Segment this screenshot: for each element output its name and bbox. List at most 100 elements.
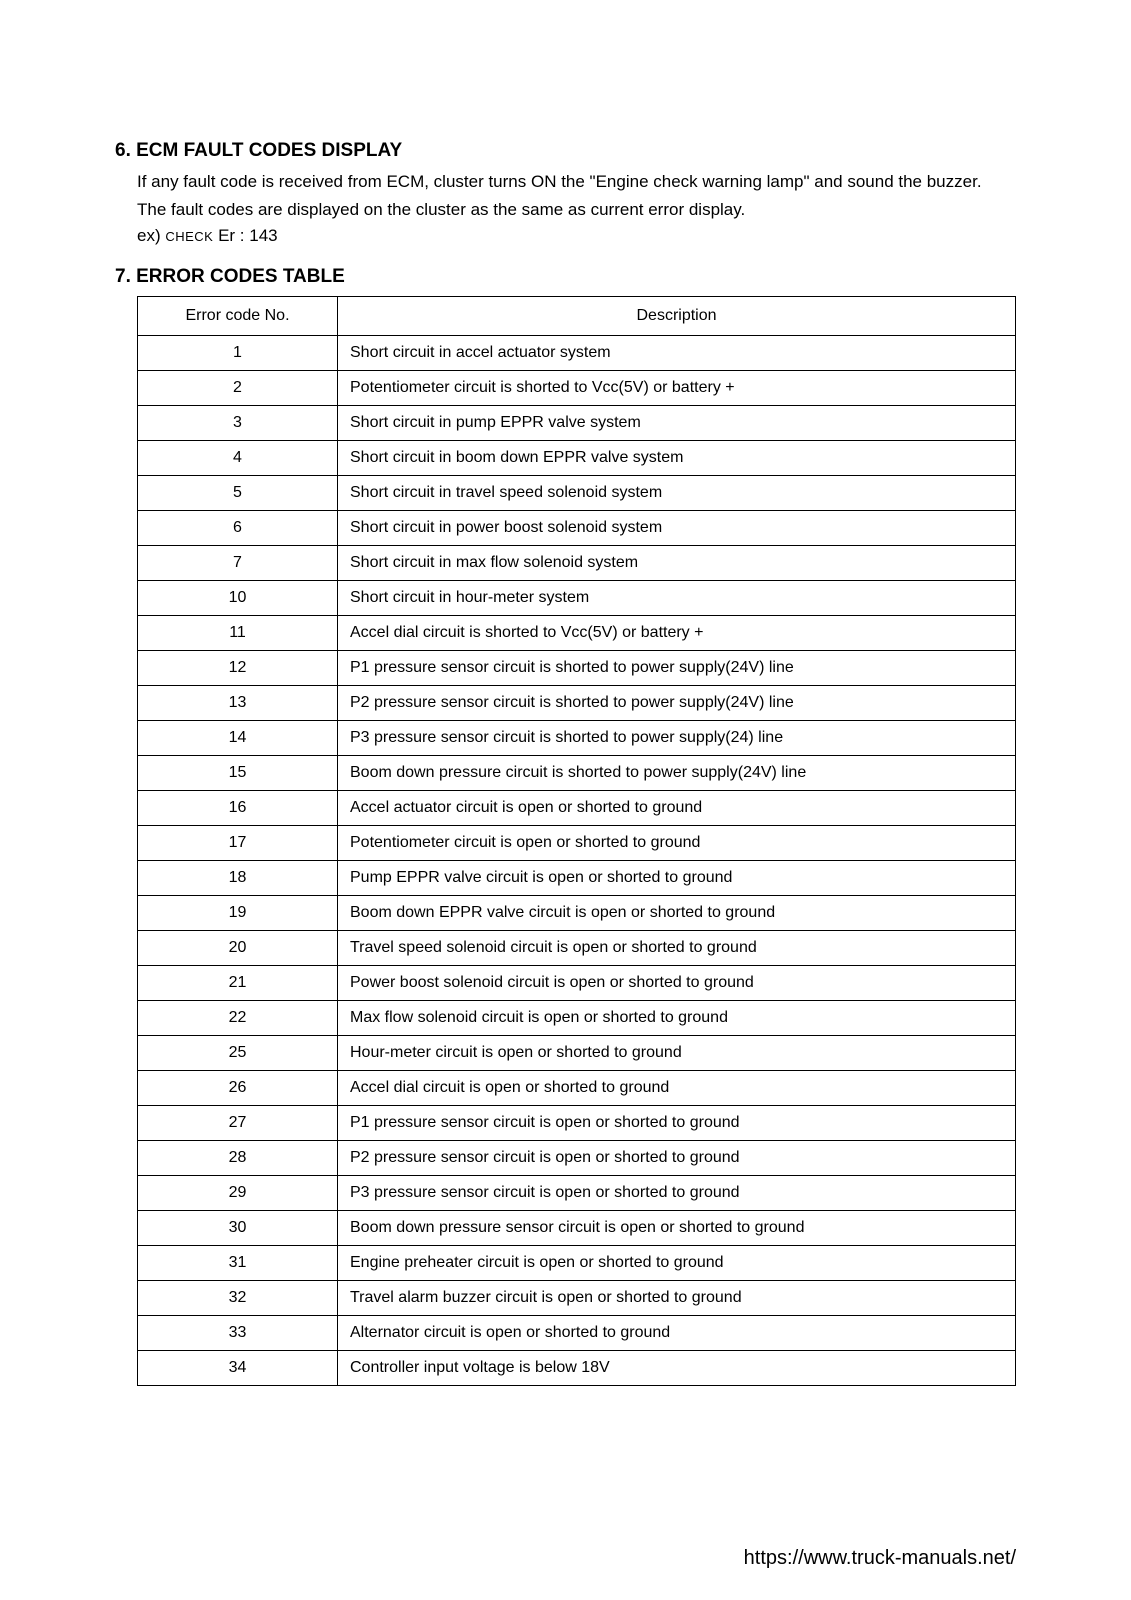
cell-desc: Potentiometer circuit is shorted to Vcc(… (338, 370, 1016, 405)
error-codes-table: Error code No. Description 1Short circui… (137, 296, 1016, 1386)
example-rest: Er : 143 (213, 226, 277, 245)
table-row: 30Boom down pressure sensor circuit is o… (138, 1210, 1016, 1245)
cell-desc: Boom down pressure sensor circuit is ope… (338, 1210, 1016, 1245)
table-row: 13P2 pressure sensor circuit is shorted … (138, 685, 1016, 720)
cell-desc: Travel speed solenoid circuit is open or… (338, 930, 1016, 965)
table-row: 34Controller input voltage is below 18V (138, 1350, 1016, 1385)
table-row: 10Short circuit in hour-meter system (138, 580, 1016, 615)
table-row: 32Travel alarm buzzer circuit is open or… (138, 1280, 1016, 1315)
table-row: 3Short circuit in pump EPPR valve system (138, 405, 1016, 440)
table-row: 12P1 pressure sensor circuit is shorted … (138, 650, 1016, 685)
cell-desc: Short circuit in max flow solenoid syste… (338, 545, 1016, 580)
cell-desc: Accel actuator circuit is open or shorte… (338, 790, 1016, 825)
cell-code: 10 (138, 580, 338, 615)
cell-code: 16 (138, 790, 338, 825)
section-6-example: ex) CHECK Er : 143 (137, 226, 1016, 246)
cell-code: 13 (138, 685, 338, 720)
cell-desc: P3 pressure sensor circuit is open or sh… (338, 1175, 1016, 1210)
section-6: 6. ECM FAULT CODES DISPLAY If any fault … (115, 140, 1016, 246)
table-row: 20Travel speed solenoid circuit is open … (138, 930, 1016, 965)
section-6-heading: 6. ECM FAULT CODES DISPLAY (115, 140, 1016, 162)
table-row: 27P1 pressure sensor circuit is open or … (138, 1105, 1016, 1140)
cell-code: 33 (138, 1315, 338, 1350)
table-row: 14P3 pressure sensor circuit is shorted … (138, 720, 1016, 755)
cell-desc: Short circuit in accel actuator system (338, 335, 1016, 370)
section-7-heading: 7. ERROR CODES TABLE (115, 266, 1016, 288)
cell-code: 28 (138, 1140, 338, 1175)
cell-code: 30 (138, 1210, 338, 1245)
cell-code: 6 (138, 510, 338, 545)
cell-desc: Power boost solenoid circuit is open or … (338, 965, 1016, 1000)
table-row: 6Short circuit in power boost solenoid s… (138, 510, 1016, 545)
cell-desc: Alternator circuit is open or shorted to… (338, 1315, 1016, 1350)
footer-url: https://www.truck-manuals.net/ (744, 1547, 1016, 1570)
section-7: 7. ERROR CODES TABLE Error code No. Desc… (115, 266, 1016, 1386)
cell-code: 14 (138, 720, 338, 755)
cell-code: 25 (138, 1035, 338, 1070)
table-row: 2Potentiometer circuit is shorted to Vcc… (138, 370, 1016, 405)
cell-code: 15 (138, 755, 338, 790)
table-row: 22Max flow solenoid circuit is open or s… (138, 1000, 1016, 1035)
table-row: 18Pump EPPR valve circuit is open or sho… (138, 860, 1016, 895)
table-header-row: Error code No. Description (138, 296, 1016, 335)
table-row: 26Accel dial circuit is open or shorted … (138, 1070, 1016, 1105)
section-6-para2: The fault codes are displayed on the clu… (137, 198, 1016, 222)
cell-code: 12 (138, 650, 338, 685)
table-row: 28P2 pressure sensor circuit is open or … (138, 1140, 1016, 1175)
cell-code: 27 (138, 1105, 338, 1140)
table-row: 25Hour-meter circuit is open or shorted … (138, 1035, 1016, 1070)
cell-code: 1 (138, 335, 338, 370)
section-6-para1: If any fault code is received from ECM, … (137, 170, 1016, 194)
cell-desc: P1 pressure sensor circuit is open or sh… (338, 1105, 1016, 1140)
cell-desc: Short circuit in pump EPPR valve system (338, 405, 1016, 440)
table-row: 31Engine preheater circuit is open or sh… (138, 1245, 1016, 1280)
table-row: 15Boom down pressure circuit is shorted … (138, 755, 1016, 790)
cell-desc: Short circuit in power boost solenoid sy… (338, 510, 1016, 545)
table-row: 33Alternator circuit is open or shorted … (138, 1315, 1016, 1350)
cell-code: 21 (138, 965, 338, 1000)
example-prefix: ex) (137, 226, 165, 245)
cell-code: 32 (138, 1280, 338, 1315)
table-row: 17Potentiometer circuit is open or short… (138, 825, 1016, 860)
cell-code: 5 (138, 475, 338, 510)
table-row: 11Accel dial circuit is shorted to Vcc(5… (138, 615, 1016, 650)
cell-desc: Boom down EPPR valve circuit is open or … (338, 895, 1016, 930)
col-header-desc: Description (338, 296, 1016, 335)
table-row: 7Short circuit in max flow solenoid syst… (138, 545, 1016, 580)
table-row: 16Accel actuator circuit is open or shor… (138, 790, 1016, 825)
cell-desc: Hour-meter circuit is open or shorted to… (338, 1035, 1016, 1070)
table-row: 29P3 pressure sensor circuit is open or … (138, 1175, 1016, 1210)
cell-desc: Controller input voltage is below 18V (338, 1350, 1016, 1385)
cell-code: 3 (138, 405, 338, 440)
cell-code: 29 (138, 1175, 338, 1210)
cell-code: 4 (138, 440, 338, 475)
cell-code: 18 (138, 860, 338, 895)
cell-desc: Travel alarm buzzer circuit is open or s… (338, 1280, 1016, 1315)
cell-code: 26 (138, 1070, 338, 1105)
cell-code: 34 (138, 1350, 338, 1385)
cell-code: 11 (138, 615, 338, 650)
col-header-code: Error code No. (138, 296, 338, 335)
cell-desc: Engine preheater circuit is open or shor… (338, 1245, 1016, 1280)
cell-desc: Short circuit in hour-meter system (338, 580, 1016, 615)
cell-code: 31 (138, 1245, 338, 1280)
table-row: 19Boom down EPPR valve circuit is open o… (138, 895, 1016, 930)
cell-desc: Potentiometer circuit is open or shorted… (338, 825, 1016, 860)
cell-code: 2 (138, 370, 338, 405)
table-row: 4Short circuit in boom down EPPR valve s… (138, 440, 1016, 475)
cell-desc: Accel dial circuit is open or shorted to… (338, 1070, 1016, 1105)
table-row: 1Short circuit in accel actuator system (138, 335, 1016, 370)
cell-desc: Short circuit in travel speed solenoid s… (338, 475, 1016, 510)
cell-desc: Accel dial circuit is shorted to Vcc(5V)… (338, 615, 1016, 650)
cell-desc: Short circuit in boom down EPPR valve sy… (338, 440, 1016, 475)
cell-desc: P3 pressure sensor circuit is shorted to… (338, 720, 1016, 755)
cell-desc: P2 pressure sensor circuit is shorted to… (338, 685, 1016, 720)
example-check: CHECK (165, 229, 213, 244)
cell-desc: P2 pressure sensor circuit is open or sh… (338, 1140, 1016, 1175)
cell-desc: P1 pressure sensor circuit is shorted to… (338, 650, 1016, 685)
cell-desc: Pump EPPR valve circuit is open or short… (338, 860, 1016, 895)
cell-code: 20 (138, 930, 338, 965)
cell-desc: Boom down pressure circuit is shorted to… (338, 755, 1016, 790)
cell-code: 22 (138, 1000, 338, 1035)
table-row: 21Power boost solenoid circuit is open o… (138, 965, 1016, 1000)
